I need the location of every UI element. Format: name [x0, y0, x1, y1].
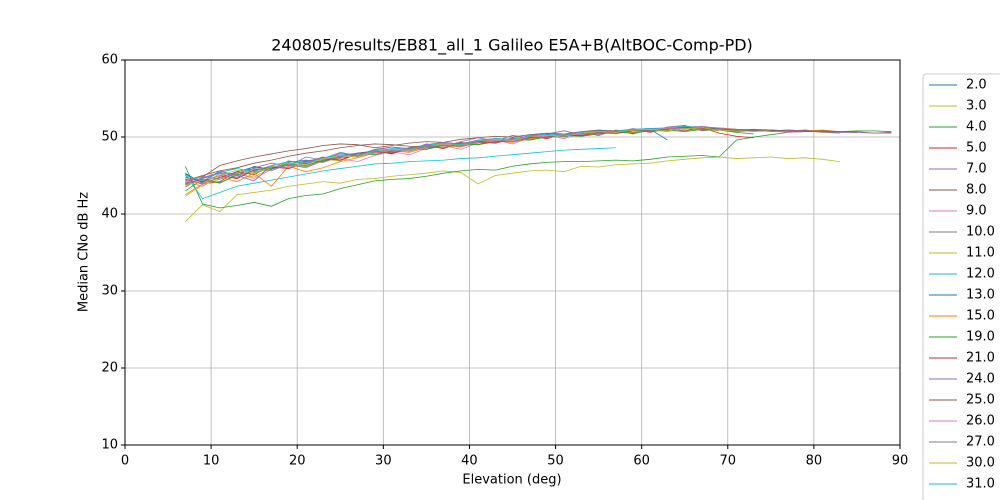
- chart-title: 240805/results/EB81_all_1 Galileo E5A+B(…: [271, 36, 753, 56]
- legend-box: [922, 73, 1000, 500]
- x-tick-label: 80: [806, 454, 823, 469]
- y-tick-label: 30: [101, 284, 118, 299]
- x-tick-label: 0: [121, 454, 129, 469]
- plot-frame: [124, 59, 901, 446]
- legend-label: 15.0: [966, 309, 995, 324]
- legend-label: 8.0: [966, 183, 987, 198]
- plot-lines: [184, 125, 892, 222]
- x-tick-label: 60: [633, 454, 650, 469]
- legend-label: 13.0: [966, 288, 995, 303]
- series-line: [184, 130, 892, 209]
- y-tick-label: 40: [101, 207, 118, 222]
- legend-label: 10.0: [966, 225, 995, 240]
- y-tick-label: 60: [101, 53, 118, 68]
- x-tick-label: 30: [375, 454, 392, 469]
- series-line: [184, 147, 616, 200]
- y-tick-label: 20: [101, 361, 118, 376]
- legend-label: 19.0: [966, 330, 995, 345]
- legend-label: 24.0: [966, 372, 995, 387]
- legend-label: 25.0: [966, 393, 995, 408]
- series-line: [184, 156, 840, 222]
- series-line: [185, 125, 702, 182]
- x-tick-label: 90: [892, 454, 909, 469]
- legend-label: 3.0: [966, 99, 987, 114]
- legend: 2.0 3.0 4.0 5.0 7.0 8.0 9.0 10.0 11.0 12.0 13.0 15.…: [922, 73, 1000, 500]
- x-tick-label: 40: [461, 454, 478, 469]
- y-tick-label: 10: [101, 438, 118, 453]
- legend-label: 7.0: [966, 162, 987, 177]
- x-tick-label: 50: [547, 454, 564, 469]
- legend-label: 12.0: [966, 267, 995, 282]
- legend-label: 26.0: [966, 414, 995, 429]
- x-tick-label: 10: [203, 454, 220, 469]
- legend-label: 4.0: [966, 120, 987, 135]
- legend-label: 21.0: [966, 351, 995, 366]
- x-tick-label: 70: [720, 454, 737, 469]
- legend-label: 30.0: [966, 456, 995, 471]
- y-tick-label: 50: [101, 130, 118, 145]
- y-axis-label: Median CNo dB Hz: [77, 192, 92, 312]
- x-axis-label: Elevation (deg): [462, 473, 561, 488]
- legend-label: 11.0: [966, 246, 995, 261]
- x-tick-label: 20: [289, 454, 306, 469]
- legend-label: 27.0: [966, 435, 995, 450]
- legend-label: 31.0: [966, 477, 995, 492]
- legend-label: 5.0: [966, 141, 987, 156]
- legend-label: 9.0: [966, 204, 987, 219]
- legend-label: 2.0: [966, 78, 987, 93]
